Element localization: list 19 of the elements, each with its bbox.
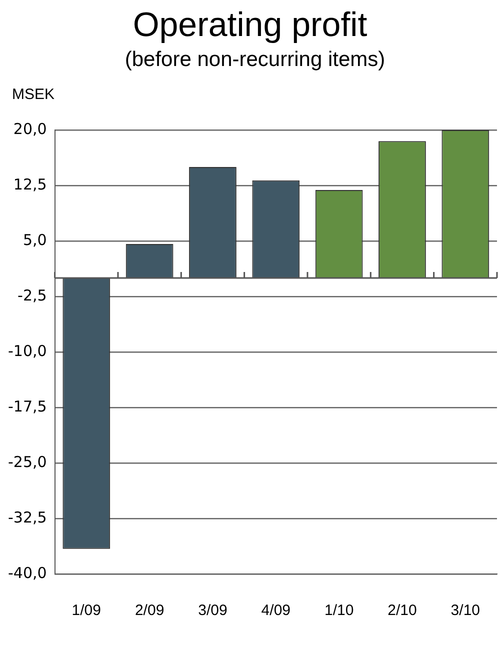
x-tick-label: 1/09 — [72, 602, 101, 620]
y-tick-label: 5,0 — [22, 230, 47, 249]
y-axis-title: MSEK — [12, 86, 55, 103]
y-tick-label: -40,0 — [8, 564, 47, 582]
y-tick-label: -10,0 — [8, 342, 47, 360]
y-tick-label: 20,0 — [13, 120, 47, 138]
x-tick-label: 2/10 — [388, 602, 417, 620]
y-tick-label: -25,0 — [8, 452, 47, 471]
y-tick-label: -2,5 — [18, 286, 47, 304]
x-tick-label: 3/09 — [198, 602, 228, 620]
x-tick-label: 3/10 — [450, 602, 480, 620]
chart-title: Operating profit — [132, 6, 368, 45]
y-tick-label: -17,5 — [8, 397, 47, 416]
y-tick-label: -32,5 — [8, 508, 47, 526]
chart-subtitle: (before non-recurring items) — [124, 48, 386, 72]
x-tick-label: 2/09 — [134, 602, 164, 620]
x-tick-label: 4/09 — [261, 602, 290, 620]
x-tick-label: 1/10 — [324, 602, 354, 620]
y-tick-label: 12,5 — [13, 175, 47, 194]
